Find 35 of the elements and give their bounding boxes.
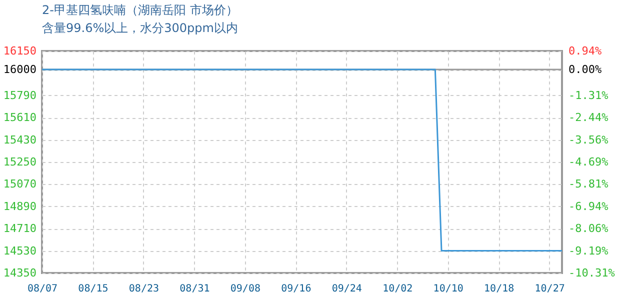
y2-tick-label: 0.94% xyxy=(568,44,602,58)
y-tick-label: 14530 xyxy=(3,244,36,258)
y-tick-label: 15790 xyxy=(3,88,36,102)
y-tick-label: 15250 xyxy=(3,156,36,168)
y2-tick-label: 0.00% xyxy=(568,63,602,76)
y-tick-label: 15070 xyxy=(3,178,36,191)
y-tick-label: 16000 xyxy=(3,63,36,76)
y2-tick-label: -8.06% xyxy=(568,222,609,236)
chart-title: 2-甲基四氢呋喃（湖南岳阳 市场价） xyxy=(42,3,238,17)
y-tick-label: 14890 xyxy=(3,200,36,213)
y-tick-label: 14710 xyxy=(3,222,36,236)
chart-subtitle: 含量99.6%以上，水分300ppm以内 xyxy=(42,21,238,35)
x-tick-label: 08/15 xyxy=(78,284,108,294)
x-tick-label: 10/27 xyxy=(534,284,565,294)
y2-tick-label: -6.94% xyxy=(568,200,609,213)
x-tick-label: 10/10 xyxy=(433,284,464,294)
y2-tick-label: -9.19% xyxy=(568,244,609,258)
y2-tick-label: -4.69% xyxy=(568,156,609,169)
y-tick-label: 15610 xyxy=(3,111,36,124)
x-tick-label: 08/07 xyxy=(27,284,58,294)
y2-tick-label: -2.44% xyxy=(568,111,609,124)
x-tick-label: 08/31 xyxy=(180,284,210,294)
y2-tick-label: -5.81% xyxy=(568,178,609,191)
x-tick-label: 10/18 xyxy=(484,284,514,294)
x-tick-label: 09/08 xyxy=(230,284,260,294)
y2-tick-label: -10.31% xyxy=(568,266,616,280)
x-tick-label: 08/23 xyxy=(128,284,160,294)
x-tick-label: 10/02 xyxy=(382,284,413,294)
x-tick-label: 09/24 xyxy=(332,284,362,294)
y2-tick-label: -1.31% xyxy=(568,88,609,102)
y-tick-label: 14350 xyxy=(3,266,36,280)
y-tick-label: 16150 xyxy=(3,44,36,58)
x-tick-label: 09/16 xyxy=(281,284,312,294)
y2-tick-label: -3.56% xyxy=(568,133,609,146)
y-tick-label: 15430 xyxy=(3,133,36,146)
